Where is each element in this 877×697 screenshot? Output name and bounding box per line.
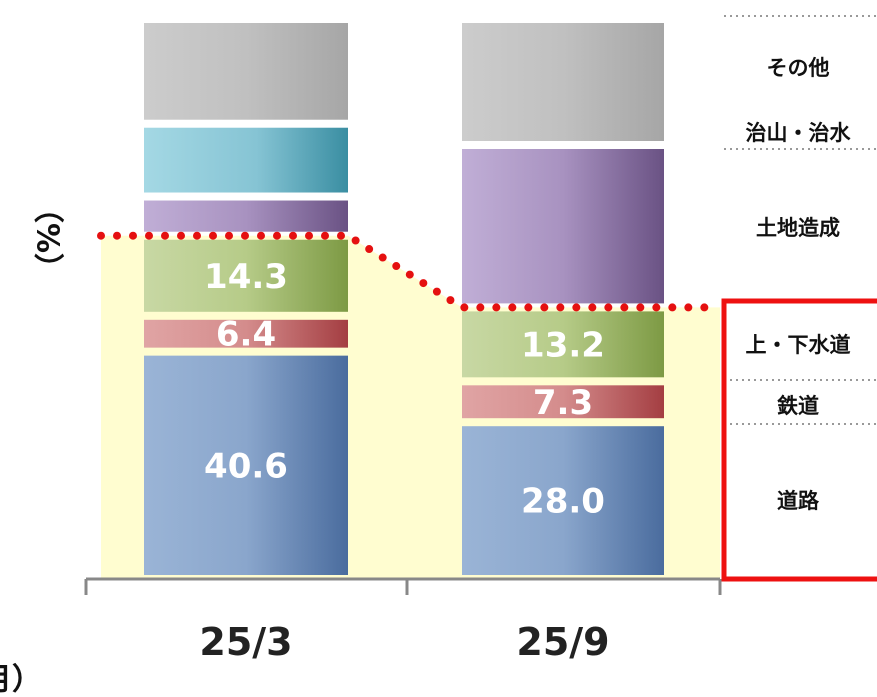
bar-segment-1-1 xyxy=(462,385,664,419)
bar-value-label: 6.4 xyxy=(216,315,276,355)
legend: 道路 鉄道 上・下水道 土地造成 治山・治水 その他 xyxy=(724,15,877,513)
total-dotted-line xyxy=(97,231,724,312)
legend-label: その他 xyxy=(767,56,830,80)
x-tick-label: 25/9 xyxy=(516,620,609,664)
legend-label: 治山・治水 xyxy=(746,121,852,145)
bar-value-label: 13.2 xyxy=(521,325,605,365)
y-axis-unit-label: （%） xyxy=(30,193,65,283)
bar-value-label: 40.6 xyxy=(204,446,288,486)
bar-value-label: 28.0 xyxy=(521,482,605,522)
bar-segment-0-5 xyxy=(144,23,348,120)
x-tick-label: 25/3 xyxy=(199,620,292,664)
bar-segment-0-2 xyxy=(144,239,348,312)
bar-segment-1-0 xyxy=(462,426,664,575)
bar-segment-0-0 xyxy=(144,355,348,575)
legend-label: 鉄道 xyxy=(777,394,819,418)
legend-label: 道路 xyxy=(777,489,820,513)
bar-segment-1-5 xyxy=(462,23,664,141)
legend-label: 土地造成 xyxy=(756,216,840,240)
bar-segment-0-3 xyxy=(144,200,348,232)
bar-segment-0-1 xyxy=(144,319,348,348)
bar-value-label: 7.3 xyxy=(533,383,593,423)
legend-label: 上・下水道 xyxy=(746,333,851,357)
x-axis xyxy=(84,577,722,595)
bar-segment-1-3 xyxy=(462,149,664,304)
bar-segment-0-4 xyxy=(144,127,348,193)
bar-value-label: 14.3 xyxy=(204,257,288,297)
bar-segment-1-2 xyxy=(462,311,664,378)
x-axis-unit-fragment: 月） xyxy=(0,663,42,697)
legend-highlight-box xyxy=(721,298,877,582)
